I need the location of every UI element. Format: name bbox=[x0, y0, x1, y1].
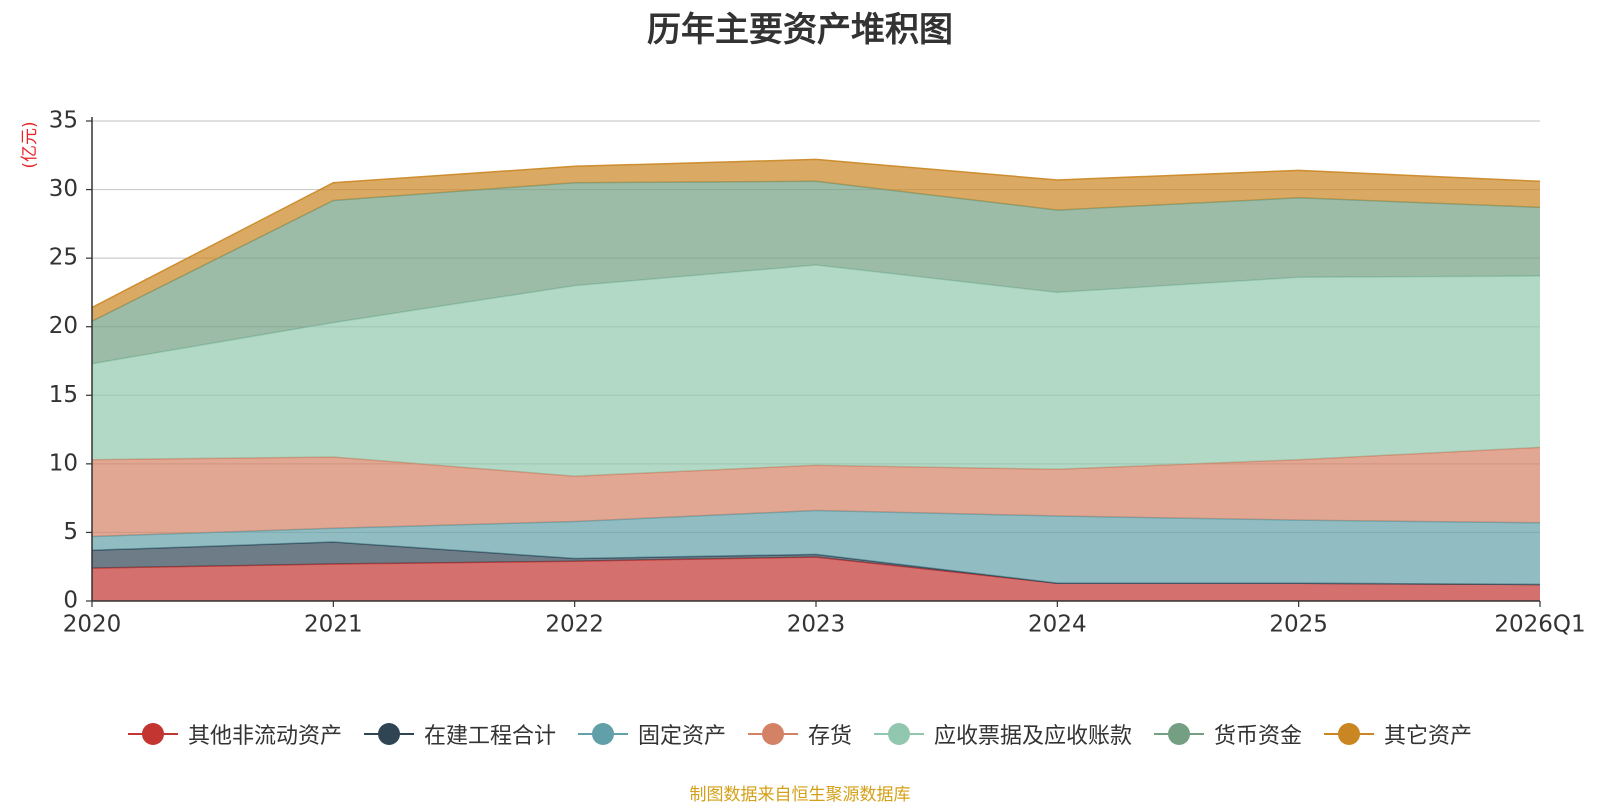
x-tick-label: 2020 bbox=[63, 612, 122, 638]
y-tick-label: 30 bbox=[49, 176, 78, 202]
x-tick-label: 2026Q1 bbox=[1494, 612, 1585, 638]
legend-label: 在建工程合计 bbox=[423, 724, 556, 749]
area-series[interactable] bbox=[92, 542, 1540, 585]
x-tick-label: 2025 bbox=[1269, 612, 1328, 638]
data-source-note: 制图数据来自恒生聚源数据库 bbox=[689, 785, 911, 805]
area-series[interactable] bbox=[92, 447, 1540, 537]
legend-marker-icon bbox=[577, 723, 628, 745]
legend-item[interactable]: 固定资产 bbox=[577, 718, 726, 750]
legend-item[interactable]: 其他非流动资产 bbox=[127, 718, 342, 750]
y-tick-label: 20 bbox=[49, 313, 78, 339]
x-tick-label: 2024 bbox=[1028, 612, 1087, 638]
y-tick-label: 15 bbox=[49, 382, 78, 408]
y-axis-unit-label: (亿元) bbox=[20, 121, 40, 168]
area-series-line bbox=[91, 158, 1541, 309]
legend-marker-icon bbox=[874, 723, 924, 745]
legend-marker-icon bbox=[127, 723, 178, 745]
legend-item[interactable]: 在建工程合计 bbox=[363, 718, 556, 750]
y-tick-label: 5 bbox=[63, 519, 78, 545]
legend-item[interactable]: 其它资产 bbox=[1324, 718, 1472, 750]
legend-item[interactable]: 应收票据及应收账款 bbox=[874, 718, 1132, 750]
legend-label: 其他非流动资产 bbox=[187, 724, 342, 749]
y-tick-label: 0 bbox=[63, 588, 78, 614]
chart-legend: 其他非流动资产 在建工程合计 固定资产 存货 应收票据及应收账款 货币资金 其它资产 bbox=[0, 718, 1600, 750]
legend-marker-icon bbox=[1324, 723, 1375, 745]
area-layer bbox=[91, 158, 1541, 601]
x-tick-label: 2022 bbox=[545, 612, 604, 638]
legend-marker-icon bbox=[747, 723, 798, 745]
legend-marker-icon bbox=[1154, 723, 1205, 745]
legend-item[interactable]: 存货 bbox=[747, 718, 852, 750]
area-series[interactable] bbox=[92, 557, 1540, 601]
x-tick-label: 2023 bbox=[787, 612, 846, 638]
y-tick-label: 10 bbox=[49, 450, 78, 476]
y-tick-label: 35 bbox=[49, 108, 78, 134]
area-series[interactable] bbox=[92, 181, 1540, 364]
x-tick-label: 2021 bbox=[304, 612, 363, 638]
y-tick-label: 25 bbox=[49, 245, 78, 271]
legend-label: 应收票据及应收账款 bbox=[934, 724, 1133, 749]
area-series[interactable] bbox=[92, 159, 1540, 322]
legend-label: 其它资产 bbox=[1384, 724, 1473, 749]
area-series[interactable] bbox=[92, 265, 1540, 477]
legend-label: 存货 bbox=[807, 724, 852, 749]
area-series[interactable] bbox=[92, 510, 1540, 585]
legend-marker-icon bbox=[363, 723, 414, 745]
legend-item[interactable]: 货币资金 bbox=[1154, 718, 1302, 750]
legend-label: 货币资金 bbox=[1214, 724, 1303, 749]
legend-label: 固定资产 bbox=[637, 724, 726, 749]
chart-title: 历年主要资产堆积图 bbox=[647, 10, 953, 50]
